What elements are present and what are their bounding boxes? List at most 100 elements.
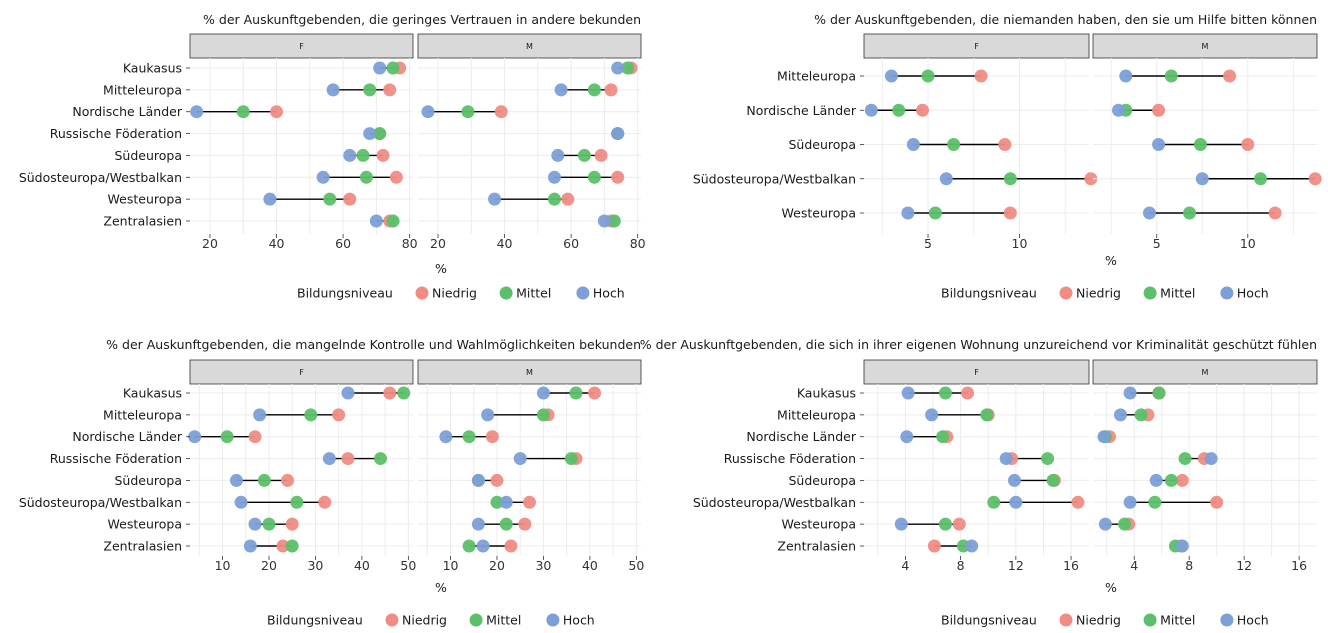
- point-hoch: [373, 61, 387, 75]
- point-mittel: [1003, 172, 1017, 186]
- point-hoch: [363, 127, 377, 141]
- panel-F: F 5 10: [863, 33, 1098, 251]
- legend-key-niedrig: [415, 286, 429, 300]
- x-tick-label: 20: [430, 236, 446, 251]
- point-mittel: [490, 495, 504, 509]
- point-niedrig: [490, 473, 504, 487]
- point-mittel: [1134, 408, 1148, 422]
- category-label: Nordische Länder: [72, 429, 182, 444]
- point-hoch: [1195, 172, 1209, 186]
- point-hoch: [900, 430, 914, 444]
- category-label: Zentralasien: [103, 539, 182, 554]
- legend-key-hoch: [1220, 286, 1234, 300]
- point-mittel: [290, 495, 304, 509]
- point-mittel: [938, 517, 952, 531]
- facet-strip-label: M: [526, 368, 533, 377]
- point-mittel: [499, 517, 513, 531]
- category-label: Mitteleuropa: [777, 69, 856, 84]
- chart-title: % der Auskunftgebenden, die geringes Ver…: [203, 12, 641, 27]
- point-niedrig: [974, 69, 988, 83]
- point-niedrig: [588, 386, 602, 400]
- point-hoch: [1119, 69, 1133, 83]
- facet-strip: [417, 33, 642, 59]
- x-tick-label: 4: [1130, 558, 1138, 573]
- point-hoch: [263, 192, 277, 206]
- point-hoch: [188, 430, 202, 444]
- category-label: Zentralasien: [777, 539, 856, 554]
- point-mittel: [892, 103, 906, 117]
- point-hoch: [939, 172, 953, 186]
- point-hoch: [1009, 495, 1023, 509]
- x-tick-label: 8: [1185, 558, 1193, 573]
- point-hoch: [1149, 473, 1163, 487]
- point-niedrig: [594, 148, 608, 162]
- point-mittel: [236, 105, 250, 119]
- legend-key-mittel: [1143, 613, 1157, 627]
- point-mittel: [536, 408, 550, 422]
- point-mittel: [564, 452, 578, 466]
- point-niedrig: [523, 495, 536, 509]
- point-niedrig: [916, 103, 930, 117]
- category-label: Westeuropa: [108, 517, 182, 532]
- point-hoch: [1007, 473, 1021, 487]
- point-hoch: [322, 452, 336, 466]
- chart-4: % der Auskunftgebenden, die sich in ihre…: [640, 337, 1318, 628]
- point-mittel: [1041, 452, 1055, 466]
- point-niedrig: [1175, 473, 1189, 487]
- point-niedrig: [383, 83, 397, 97]
- chart-title: % der Auskunftgebenden, die mangelnde Ko…: [106, 337, 641, 352]
- x-tick-label: 50: [628, 558, 644, 573]
- legend-label: Mittel: [1160, 286, 1195, 301]
- point-niedrig: [998, 138, 1012, 151]
- point-mittel: [547, 192, 561, 206]
- x-tick-label: 50: [400, 558, 416, 573]
- x-tick-label: 20: [202, 236, 218, 251]
- point-mittel: [285, 539, 299, 553]
- point-mittel: [621, 61, 635, 75]
- x-tick-label: 40: [582, 558, 598, 573]
- point-hoch: [341, 386, 355, 400]
- point-hoch: [1123, 495, 1137, 509]
- point-hoch: [901, 386, 915, 400]
- x-axis-title: %: [1105, 580, 1117, 595]
- category-label: Mitteleuropa: [777, 407, 856, 422]
- category-label: Westeuropa: [108, 192, 182, 207]
- chart-title: % der Auskunftgebenden, die niemanden ha…: [814, 12, 1317, 27]
- x-axis-title: %: [435, 580, 447, 595]
- point-hoch: [369, 214, 383, 228]
- x-tick-label: 12: [1008, 558, 1024, 573]
- point-mittel: [1183, 206, 1197, 220]
- legend: Bildungsniveau Niedrig Mittel Hoch: [941, 613, 1269, 628]
- facet-strip-label: F: [299, 42, 304, 51]
- point-niedrig: [1223, 69, 1237, 83]
- point-niedrig: [276, 539, 290, 553]
- point-hoch: [554, 83, 568, 97]
- legend-label: Niedrig: [432, 286, 477, 301]
- point-mittel: [397, 386, 411, 400]
- facet-strip: [189, 359, 414, 385]
- point-niedrig: [270, 105, 284, 119]
- point-hoch: [1142, 206, 1156, 220]
- point-niedrig: [504, 539, 518, 553]
- point-hoch: [1123, 386, 1137, 400]
- facet-strip: [863, 359, 1090, 385]
- point-niedrig: [383, 386, 397, 400]
- point-hoch: [439, 430, 453, 444]
- category-label: Mitteleuropa: [103, 82, 182, 97]
- point-hoch: [253, 408, 267, 422]
- point-mittel: [938, 386, 952, 400]
- legend-key-hoch: [1220, 613, 1234, 627]
- x-tick-label: 20: [261, 558, 277, 573]
- point-niedrig: [518, 517, 532, 531]
- point-hoch: [1111, 103, 1125, 117]
- legend-label: Hoch: [563, 613, 595, 628]
- category-label: Nordische Länder: [72, 104, 182, 119]
- point-mittel: [1118, 517, 1132, 531]
- point-mittel: [577, 148, 591, 162]
- point-niedrig: [389, 170, 403, 184]
- point-niedrig: [318, 495, 332, 509]
- panel-M: M 5 10: [1092, 33, 1322, 251]
- legend-key-niedrig: [1059, 613, 1073, 627]
- x-tick-label: 5: [924, 236, 932, 251]
- panel-F: F 10 20 30 40 50: [188, 359, 416, 573]
